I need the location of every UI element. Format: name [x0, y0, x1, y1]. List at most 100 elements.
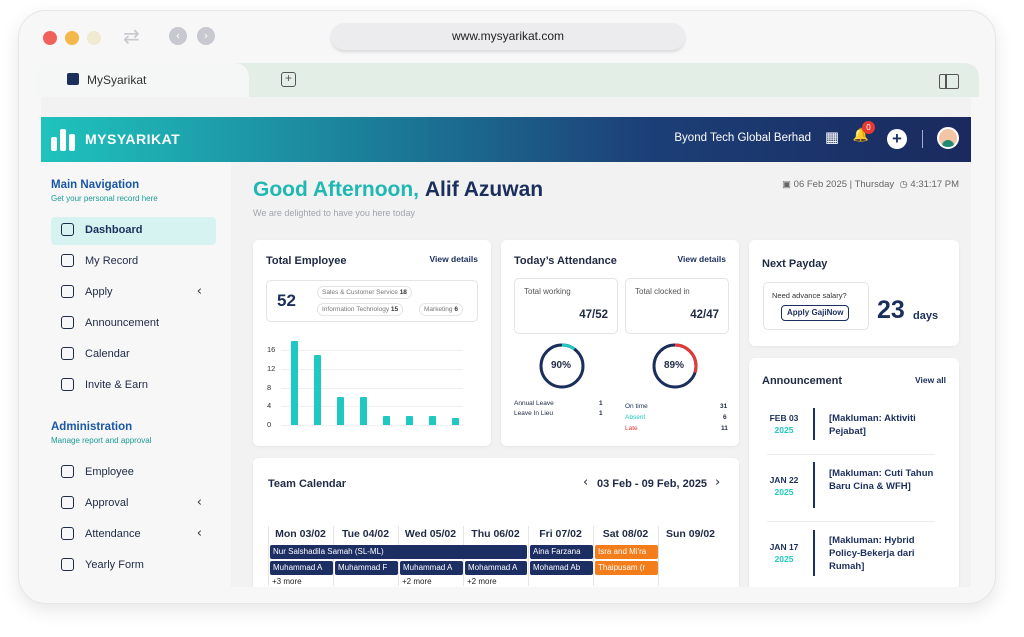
announcement-item[interactable]: [Makluman: Cuti Tahun Baru Cina & WFH] — [829, 468, 934, 492]
minimize-window-button[interactable] — [65, 31, 79, 45]
sidebar-item-apply[interactable]: Apply ‹ — [51, 279, 216, 307]
sidebar-item-calendar[interactable]: Calendar — [51, 341, 216, 369]
close-window-button[interactable] — [43, 31, 57, 45]
view-details-link[interactable]: View details — [429, 254, 478, 264]
calendar-day-header: Thu 06/02 — [471, 528, 520, 540]
app-header: MYSYARIKAT Byond Tech Global Berhad ▦ 🔔 … — [41, 117, 971, 162]
calendar-event[interactable]: Muhammad F — [335, 561, 398, 575]
department-chip[interactable]: Sales & Customer Service 18 — [317, 286, 412, 299]
total-clocked-label: Total clocked in — [635, 287, 690, 296]
new-tab-icon[interactable]: + — [281, 72, 296, 87]
calendar-event[interactable]: Muhammad A — [400, 561, 463, 575]
calendar-event[interactable]: Isra and Mi'ra — [595, 545, 658, 559]
chart-bar[interactable] — [314, 354, 321, 425]
chevron-left-icon[interactable]: ‹ — [196, 495, 202, 510]
forward-button[interactable]: › — [197, 27, 215, 45]
chart-bar[interactable] — [291, 340, 298, 425]
y-tick-label: 16 — [267, 345, 276, 354]
view-details-link[interactable]: View details — [677, 254, 726, 264]
add-button[interactable]: + — [887, 129, 907, 149]
main-nav-subtitle: Get your personal record here — [51, 194, 158, 203]
chart-bar[interactable] — [429, 415, 436, 425]
announcement-item[interactable]: [Makluman: Aktiviti Pejabat] — [829, 413, 916, 437]
calendar-event[interactable]: Nur Salshadila Samah (SL-ML) — [270, 545, 527, 559]
calendar-icon — [61, 347, 74, 360]
card-title: Next Payday — [762, 258, 828, 270]
leave-label: Annual Leave — [514, 400, 554, 407]
sidebar-item-invite-earn[interactable]: Invite & Earn — [51, 372, 216, 400]
total-working-value: 47/52 — [579, 309, 608, 321]
view-all-link[interactable]: View all — [914, 375, 946, 385]
calendar-column-line — [528, 526, 529, 586]
announcement-item[interactable]: [Makluman: Hybrid Policy-Bekerja dari Ru… — [829, 535, 915, 572]
address-bar[interactable]: www.mysyarikat.com — [331, 23, 685, 50]
chevron-left-icon[interactable]: ‹ — [196, 284, 202, 299]
calendar-column-line — [658, 526, 659, 586]
total-employee-card: Total Employee View details 52 Sales & C… — [253, 240, 491, 446]
folder-icon — [61, 254, 74, 267]
sidebar-item-my-record[interactable]: My Record — [51, 248, 216, 276]
employee-summary-box: 52 Sales & Customer Service 18 Informati… — [266, 280, 478, 322]
team-calendar-card: Team Calendar ‹ 03 Feb - 09 Feb, 2025 › … — [253, 458, 739, 587]
announcement-date: FEB 03 2025 — [769, 413, 799, 435]
employee-bar-chart: 16 12 8 4 0 — [253, 340, 491, 440]
sidebar-item-label: Apply — [85, 286, 113, 298]
sidebar-item-approval[interactable]: Approval ‹ — [51, 490, 216, 518]
next-week-button[interactable]: › — [715, 475, 721, 490]
sidebar-item-announcement[interactable]: Announcement — [51, 310, 216, 338]
browser-tab[interactable]: MySyarikat — [37, 63, 249, 97]
chart-bar[interactable] — [383, 415, 390, 425]
calendar-icon: ▣ — [782, 179, 792, 190]
payday-days-unit: days — [913, 310, 939, 322]
clocked-ring — [652, 343, 698, 389]
chart-bar[interactable] — [406, 415, 413, 425]
company-name[interactable]: Byond Tech Global Berhad — [674, 132, 811, 144]
more-events-link[interactable]: +2 more — [402, 577, 432, 586]
grid-line — [281, 350, 463, 351]
calendar-event[interactable]: Thaipusam (r — [595, 561, 658, 575]
calendar-day-header: Sun 09/02 — [665, 528, 716, 540]
sync-icon[interactable]: ⇄ — [123, 24, 140, 48]
building-icon[interactable]: ▦ — [824, 128, 839, 146]
announcement-icon — [61, 316, 74, 329]
chart-bar[interactable] — [360, 396, 367, 425]
grid-line — [281, 406, 463, 408]
sidebar-toggle-icon[interactable] — [939, 74, 959, 89]
sidebar-item-label: Attendance — [85, 528, 141, 540]
separator — [767, 454, 935, 455]
chart-bar[interactable] — [452, 417, 459, 425]
announcement-divider — [813, 530, 815, 576]
chevron-left-icon[interactable]: ‹ — [196, 526, 202, 541]
grid-line — [281, 387, 463, 389]
more-events-link[interactable]: +3 more — [272, 577, 302, 586]
page-subtitle: We are delighted to have you here today — [253, 208, 415, 218]
announcement-card: Announcement View all FEB 03 2025 [Maklum… — [749, 358, 959, 587]
department-chip[interactable]: Information Technology 15 — [317, 303, 404, 316]
chart-bar[interactable] — [337, 396, 344, 425]
calendar-event[interactable]: Aina Farzana — [530, 545, 593, 559]
bar-plot-area — [253, 340, 491, 425]
calendar-event[interactable]: Mohammad A — [465, 561, 527, 575]
advance-question: Need advance salary? — [772, 291, 847, 300]
sidebar-item-yearly-form[interactable]: Yearly Form — [51, 552, 216, 580]
department-chip[interactable]: Marketing 6 — [419, 303, 463, 316]
app-favicon-icon — [67, 73, 79, 85]
more-events-link[interactable]: +2 more — [467, 577, 497, 586]
back-button[interactable]: ‹ — [169, 27, 187, 45]
clocked-percent: 89% — [664, 360, 685, 371]
apply-gajinow-button[interactable]: Apply GajiNow — [781, 305, 850, 321]
sidebar-item-label: Approval — [85, 497, 129, 509]
maximize-window-button[interactable] — [87, 31, 101, 45]
avatar[interactable] — [937, 127, 959, 149]
sidebar-item-dashboard[interactable]: Dashboard — [51, 217, 216, 245]
calendar-event[interactable]: Mohamad Ab — [530, 561, 593, 575]
sidebar-item-attendance[interactable]: Attendance ‹ — [51, 521, 216, 549]
calendar-event[interactable]: Muhammad A — [270, 561, 333, 575]
page-viewport: MYSYARIKAT Byond Tech Global Berhad ▦ 🔔 … — [41, 97, 971, 587]
prev-week-button[interactable]: ‹ — [583, 475, 589, 490]
advance-salary-box: Need advance salary? Apply GajiNow — [763, 282, 869, 330]
y-tick-label: 4 — [267, 401, 272, 411]
working-ring — [539, 343, 585, 389]
calendar-day-header: Mon 03/02 — [275, 528, 326, 540]
sidebar-item-employee[interactable]: Employee — [51, 459, 216, 487]
